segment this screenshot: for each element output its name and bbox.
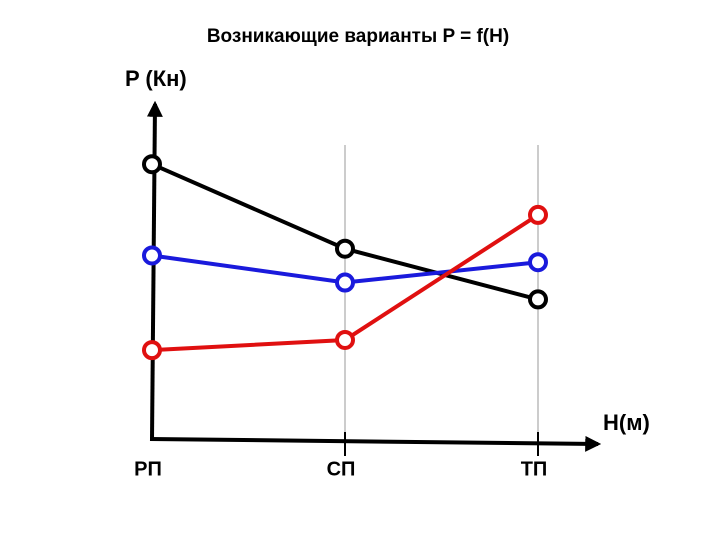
point: [528, 204, 548, 225]
point: [528, 252, 548, 273]
point: [335, 272, 355, 293]
x-tick-label: СП: [327, 458, 356, 480]
chart-title: Возникающие варианты P = f(H): [207, 26, 509, 47]
point: [142, 154, 162, 175]
x-tick-label: ТП: [521, 458, 548, 480]
point: [528, 289, 548, 310]
point: [335, 238, 355, 259]
x-axis: [149, 435, 602, 452]
point: [142, 245, 162, 266]
point: [142, 340, 162, 361]
x-tick-label: РП: [134, 458, 162, 480]
point: [335, 329, 355, 350]
x-axis-label: H(м): [603, 410, 650, 435]
y-axis-label: P (Кн): [125, 66, 187, 91]
